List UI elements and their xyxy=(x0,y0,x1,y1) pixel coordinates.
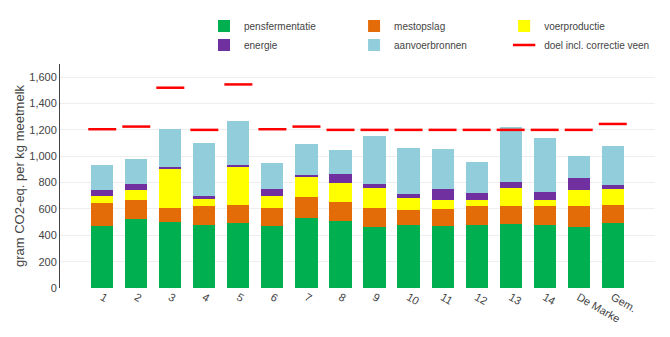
svg-text:7: 7 xyxy=(303,291,314,304)
svg-text:2: 2 xyxy=(133,291,144,304)
svg-text:3: 3 xyxy=(167,291,178,304)
svg-text:12: 12 xyxy=(473,291,490,308)
svg-text:10: 10 xyxy=(405,291,422,308)
svg-text:400: 400 xyxy=(38,229,56,241)
svg-text:energie: energie xyxy=(244,40,278,51)
svg-text:11: 11 xyxy=(439,291,455,307)
svg-text:6: 6 xyxy=(269,291,280,304)
svg-text:aanvoerbronnen: aanvoerbronnen xyxy=(394,40,467,51)
svg-text:1,200: 1,200 xyxy=(29,124,57,136)
svg-text:1,600: 1,600 xyxy=(29,71,57,83)
svg-text:5: 5 xyxy=(235,291,246,304)
svg-text:600: 600 xyxy=(38,203,56,215)
svg-text:0: 0 xyxy=(51,282,57,294)
svg-text:14: 14 xyxy=(541,291,558,308)
svg-text:doel incl. correctie veen: doel incl. correctie veen xyxy=(544,40,649,51)
svg-text:pensfermentatie: pensfermentatie xyxy=(244,21,316,32)
svg-text:9: 9 xyxy=(371,291,382,304)
svg-text:Gem.: Gem. xyxy=(609,291,638,315)
svg-text:1: 1 xyxy=(99,291,110,304)
svg-text:mestopslag: mestopslag xyxy=(394,21,445,32)
svg-text:1,400: 1,400 xyxy=(29,97,57,109)
svg-text:voerproductie: voerproductie xyxy=(544,21,605,32)
svg-text:gram CO2-eq. per kg meetmelk: gram CO2-eq. per kg meetmelk xyxy=(12,84,27,267)
svg-text:200: 200 xyxy=(38,256,56,268)
svg-text:4: 4 xyxy=(201,291,212,304)
svg-text:800: 800 xyxy=(38,176,56,188)
svg-text:13: 13 xyxy=(507,291,524,308)
svg-text:8: 8 xyxy=(337,291,348,304)
svg-text:1,000: 1,000 xyxy=(29,150,57,162)
svg-text:De Marke: De Marke xyxy=(575,291,622,325)
